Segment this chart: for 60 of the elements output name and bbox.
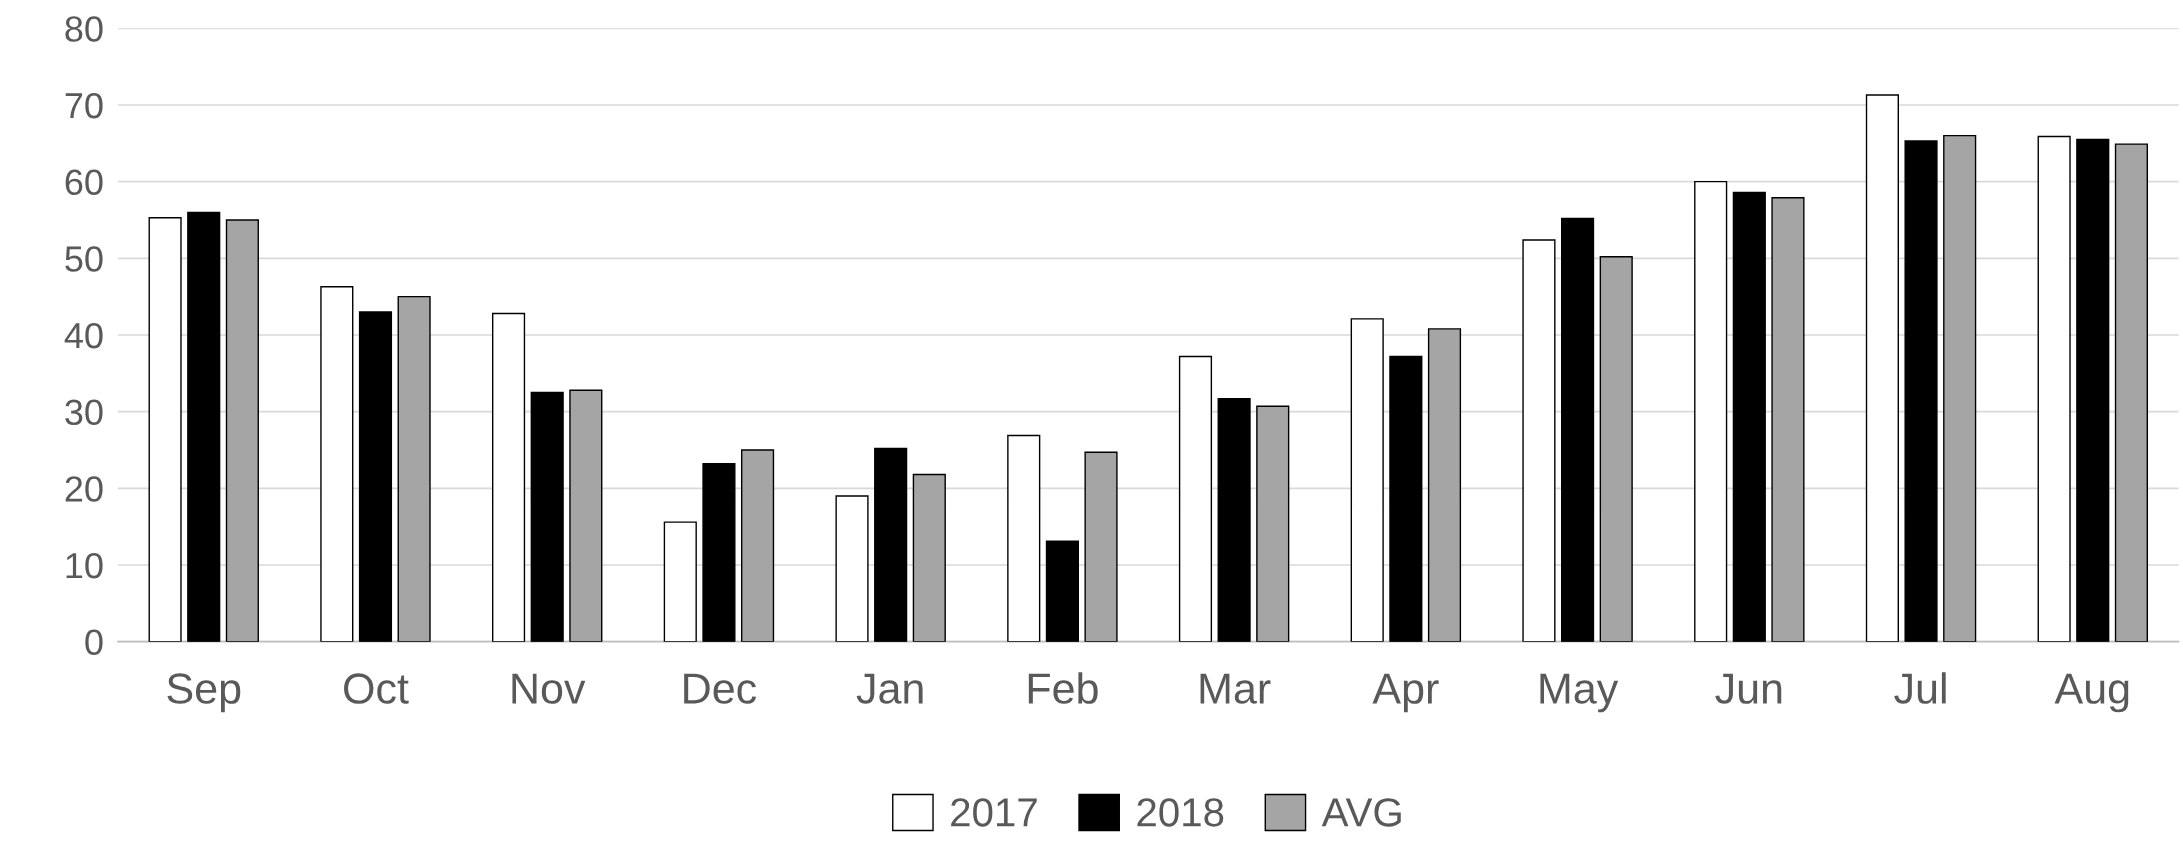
bar bbox=[663, 521, 697, 642]
y-tick-label: 10 bbox=[66, 552, 103, 579]
x-tick-label: Jan bbox=[856, 673, 923, 704]
bar bbox=[187, 211, 221, 642]
bar bbox=[397, 295, 431, 642]
x-tick-label: Feb bbox=[1028, 672, 1098, 704]
bar bbox=[1904, 140, 1938, 642]
bar bbox=[1943, 134, 1977, 642]
x-tick-label: Oct bbox=[344, 673, 409, 704]
x-tick-label: Mar bbox=[1200, 673, 1271, 704]
x-tick-label: Sep bbox=[167, 673, 241, 713]
bar bbox=[702, 463, 736, 642]
y-tick-label: 30 bbox=[65, 399, 103, 426]
y-tick-label: 40 bbox=[64, 322, 103, 349]
bar bbox=[1694, 180, 1728, 642]
y-tick-label: 50 bbox=[65, 246, 103, 272]
bar bbox=[1256, 405, 1290, 642]
bar bbox=[874, 447, 908, 642]
y-tick-label: 80 bbox=[65, 16, 103, 42]
bar bbox=[1007, 434, 1041, 642]
bar bbox=[2037, 135, 2071, 642]
bar bbox=[530, 391, 564, 642]
bar bbox=[1389, 355, 1423, 642]
y-tick-label: 0 bbox=[85, 629, 103, 656]
bar bbox=[491, 312, 526, 642]
bar bbox=[1427, 328, 1462, 642]
bar bbox=[1084, 451, 1118, 642]
bar bbox=[225, 219, 259, 642]
y-tick-label: 20 bbox=[65, 476, 103, 502]
bar bbox=[1771, 197, 1805, 642]
x-tick-label: Apr bbox=[1372, 673, 1439, 713]
x-tick-label: May bbox=[1540, 673, 1619, 713]
bar bbox=[1350, 318, 1384, 642]
bar bbox=[358, 311, 393, 642]
bar bbox=[320, 286, 354, 642]
bar bbox=[1045, 540, 1079, 642]
bar bbox=[740, 449, 775, 642]
bar bbox=[148, 217, 182, 642]
bar bbox=[912, 473, 946, 642]
bar bbox=[835, 495, 869, 642]
bar bbox=[1599, 256, 1633, 642]
y-tick-label: 70 bbox=[65, 92, 103, 119]
y-tick-label: 60 bbox=[65, 169, 103, 196]
bar bbox=[569, 389, 603, 642]
x-tick-label: Aug bbox=[2054, 673, 2129, 713]
x-tick-label: Dec bbox=[684, 673, 757, 704]
legend-label: 2017 bbox=[951, 798, 1037, 827]
bar bbox=[1178, 355, 1213, 642]
bar bbox=[2076, 138, 2110, 642]
bar bbox=[1217, 397, 1251, 642]
bar bbox=[1522, 239, 1556, 642]
bar bbox=[1865, 94, 1899, 642]
legend-label: 2018 bbox=[1137, 798, 1224, 827]
bar bbox=[1732, 191, 1766, 642]
bar bbox=[2114, 143, 2148, 642]
legend-label: AVG bbox=[1321, 798, 1401, 827]
bar bbox=[1561, 217, 1595, 642]
x-tick-label: Nov bbox=[512, 673, 586, 704]
x-tick-label: Jun bbox=[1715, 673, 1782, 704]
x-tick-label: Jul bbox=[1894, 672, 1946, 704]
